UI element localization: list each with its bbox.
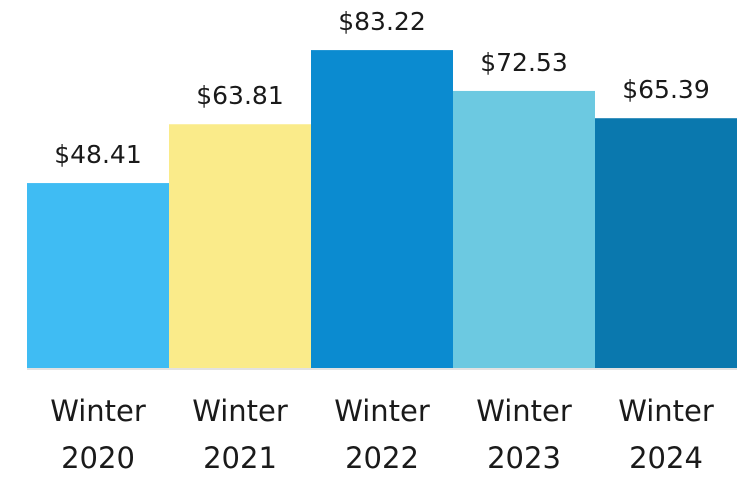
bar — [595, 118, 737, 368]
bar — [27, 183, 169, 368]
bar — [169, 124, 311, 369]
x-tick-label: Winter 2021 — [192, 394, 288, 475]
value-label: $83.22 — [338, 7, 425, 36]
bar — [311, 50, 453, 368]
value-label: $63.81 — [196, 81, 283, 110]
value-label: $65.39 — [622, 75, 709, 104]
value-label: $48.41 — [54, 140, 141, 169]
x-tick-label: Winter 2022 — [334, 394, 430, 475]
value-label: $72.53 — [480, 48, 567, 77]
x-tick-label: Winter 2020 — [50, 394, 146, 475]
x-tick-label: Winter 2023 — [476, 394, 572, 475]
x-tick-label: Winter 2024 — [618, 394, 714, 475]
bar — [453, 90, 595, 369]
